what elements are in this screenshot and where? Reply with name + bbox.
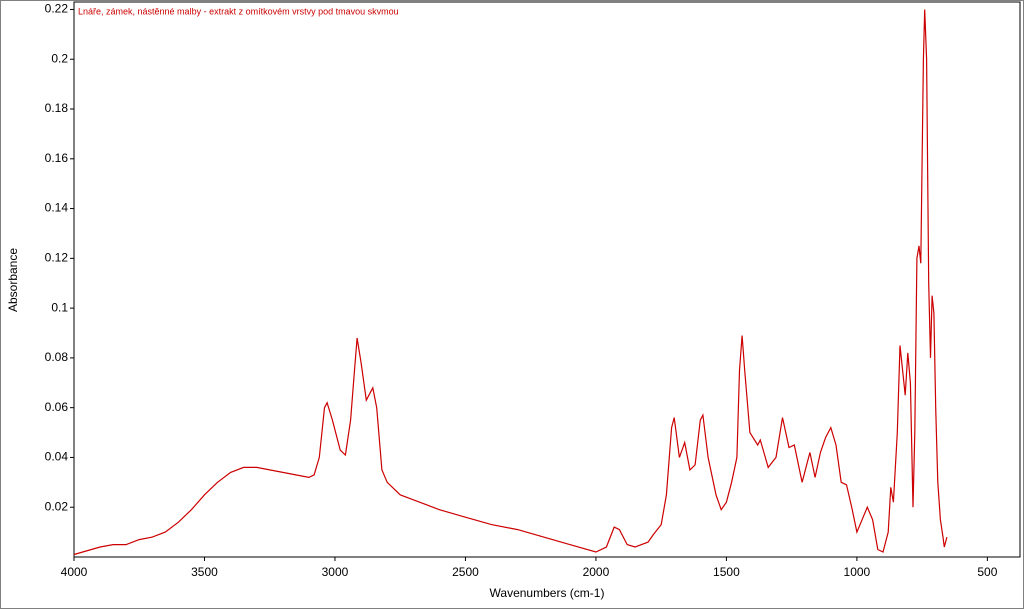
y-tick-label: 0.08 bbox=[45, 350, 69, 364]
y-tick-label: 0.2 bbox=[51, 51, 68, 65]
y-tick-label: 0.14 bbox=[45, 201, 69, 215]
x-tick-label: 500 bbox=[977, 565, 997, 579]
y-tick-label: 0.12 bbox=[45, 251, 69, 265]
y-tick-label: 0.18 bbox=[45, 101, 69, 115]
y-tick-label: 0.1 bbox=[51, 300, 68, 314]
spectrum-line bbox=[73, 9, 948, 556]
x-tick-label: 2500 bbox=[452, 565, 479, 579]
y-tick-label: 0.02 bbox=[45, 499, 69, 513]
x-tick-label: 3000 bbox=[322, 565, 349, 579]
y-tick-label: 0.22 bbox=[45, 2, 69, 16]
x-tick-label: 1500 bbox=[713, 565, 740, 579]
y-tick-label: 0.16 bbox=[45, 151, 69, 165]
y-tick-label: 0.06 bbox=[45, 400, 69, 414]
x-tick-label: 1000 bbox=[844, 565, 871, 579]
chart-title: Lnáře, zámek, nástěnné malby - extrakt z… bbox=[78, 6, 399, 16]
x-tick-label: 4000 bbox=[61, 565, 88, 579]
x-axis-label: Wavenumbers (cm-1) bbox=[490, 586, 605, 600]
y-tick-label: 0.04 bbox=[45, 450, 69, 464]
plot-area bbox=[73, 1, 1021, 558]
x-tick-label: 3500 bbox=[191, 565, 218, 579]
x-tick-label: 2000 bbox=[583, 565, 610, 579]
y-axis-label: Absorbance bbox=[6, 248, 20, 312]
